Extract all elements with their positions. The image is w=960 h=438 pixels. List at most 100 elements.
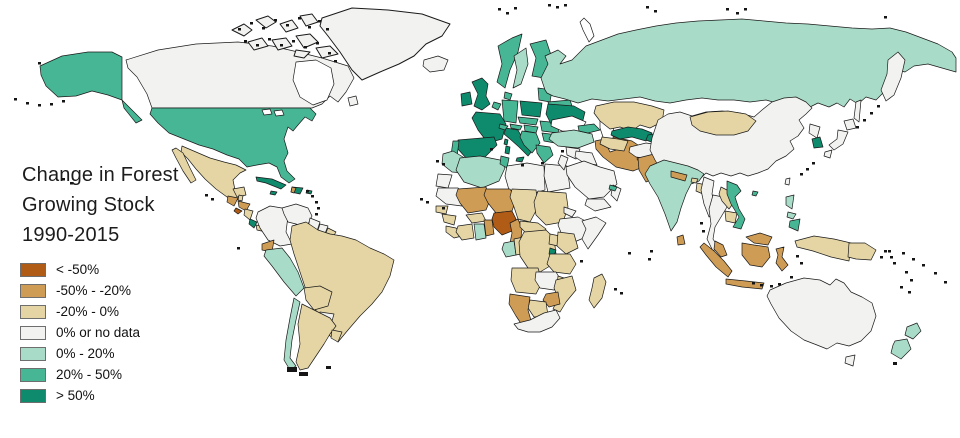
country-togo-benin: [483, 219, 495, 237]
country-jamaica: [269, 190, 278, 196]
country-arctic-8: [315, 45, 339, 59]
small-island: [326, 366, 331, 369]
small-island: [905, 271, 908, 274]
country-sulawesi: [775, 246, 789, 272]
small-island: [250, 22, 253, 25]
small-island: [498, 8, 501, 11]
small-island: [70, 182, 73, 185]
small-island: [922, 264, 925, 267]
small-island: [800, 262, 803, 265]
small-island: [648, 258, 651, 261]
country-uzbekistan: [610, 126, 653, 142]
country-india: [644, 159, 705, 232]
small-island: [910, 279, 913, 282]
small-island: [244, 40, 247, 43]
country-chile: [283, 297, 301, 371]
small-island: [268, 38, 271, 41]
country-iceland: [422, 55, 449, 73]
country-ghana: [473, 223, 487, 241]
small-island: [308, 26, 311, 29]
small-island: [778, 283, 781, 286]
country-borneo-my: [745, 232, 773, 246]
small-island: [752, 282, 755, 285]
small-island: [237, 247, 240, 250]
legend-row: 0% - 20%: [20, 343, 140, 364]
legend-label: < -50%: [56, 262, 100, 277]
country-south-africa: [513, 309, 561, 333]
small-island: [256, 44, 259, 47]
small-island: [561, 150, 564, 153]
country-australia: [766, 277, 877, 350]
small-island: [890, 256, 893, 259]
country-baja: [171, 147, 197, 184]
small-island: [900, 286, 903, 289]
small-island: [646, 6, 649, 9]
small-island: [880, 256, 883, 259]
small-island: [442, 163, 445, 166]
small-island: [274, 19, 277, 22]
country-vietnam: [726, 180, 746, 230]
country-peru: [263, 247, 305, 297]
small-island: [315, 201, 318, 204]
small-island: [514, 7, 517, 10]
small-island: [299, 372, 308, 376]
small-island: [796, 255, 799, 258]
country-nigeria: [491, 210, 517, 236]
small-island: [863, 119, 866, 122]
country-sicily: [515, 156, 525, 163]
small-island: [736, 12, 739, 15]
small-island: [298, 17, 301, 20]
country-luzon: [785, 194, 795, 210]
legend-row: < -50%: [20, 259, 140, 280]
country-guatemala: [226, 195, 239, 207]
country-madagascar: [588, 273, 607, 309]
country-norway: [496, 33, 523, 89]
country-visayas: [786, 211, 797, 220]
water-body-novzem: [579, 17, 595, 43]
small-island: [580, 260, 583, 263]
small-island: [521, 164, 524, 167]
small-island: [316, 42, 319, 45]
country-kenya: [556, 231, 579, 255]
small-island: [328, 52, 331, 55]
water-body-hudson: [292, 59, 335, 106]
small-island: [944, 281, 947, 284]
small-island: [14, 98, 17, 101]
country-balkans: [519, 130, 541, 154]
country-austria: [509, 123, 523, 131]
small-island: [650, 250, 653, 253]
legend-row: 0% or no data: [20, 322, 140, 343]
small-island: [877, 105, 880, 108]
small-island: [884, 16, 887, 19]
country-israel-jordan: [557, 154, 569, 171]
small-island: [893, 362, 897, 365]
small-island: [888, 250, 891, 253]
country-malaysia-pen: [713, 240, 728, 258]
small-island: [262, 27, 265, 30]
country-benelux: [491, 101, 502, 111]
country-angola: [510, 267, 543, 295]
small-island: [800, 173, 803, 176]
legend-row: 20% - 50%: [20, 364, 140, 385]
country-png: [847, 242, 877, 261]
country-taiwan: [784, 177, 791, 186]
small-island: [280, 44, 283, 47]
small-island: [326, 28, 329, 31]
small-island: [506, 12, 509, 15]
country-belize: [237, 194, 244, 202]
country-sakhalin: [853, 99, 862, 123]
legend-swatch: [20, 283, 46, 298]
legend-row: -20% - 0%: [20, 301, 140, 322]
map-title: Change in Forest Growing Stock 1990-2015: [22, 160, 179, 250]
small-island: [62, 100, 65, 103]
country-canada: [125, 41, 355, 109]
country-el-salvador: [233, 207, 243, 215]
country-uk: [471, 77, 491, 111]
country-sardinia: [504, 145, 511, 155]
country-eritrea: [563, 206, 577, 218]
small-island: [436, 160, 439, 163]
legend-swatch: [20, 262, 46, 277]
small-island: [700, 222, 703, 225]
country-ivory-coast: [455, 223, 475, 241]
